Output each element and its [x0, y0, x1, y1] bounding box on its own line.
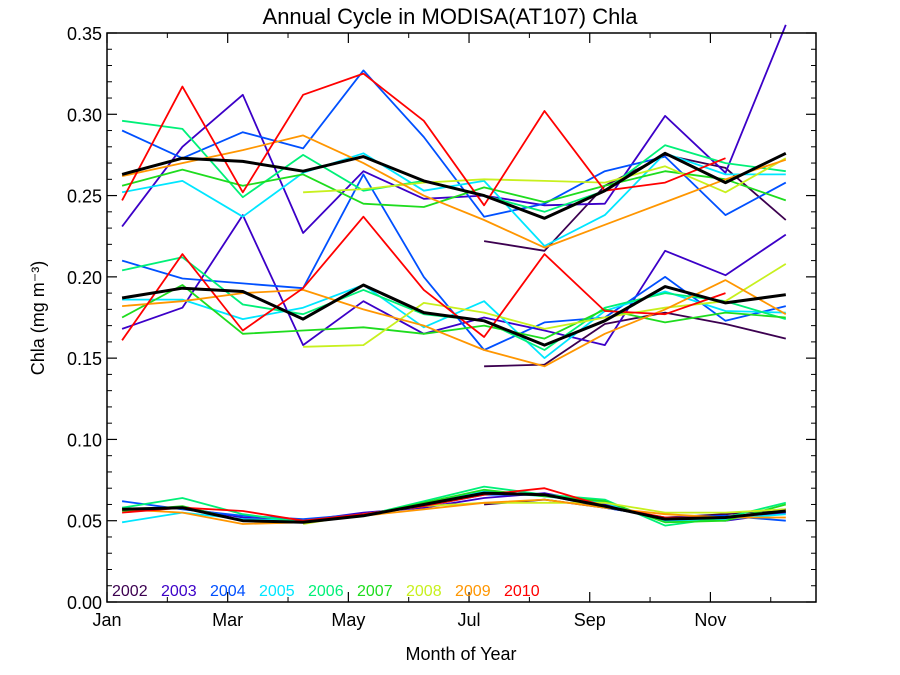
- series-line-2002-middle: [484, 311, 787, 368]
- legend-entry-2007: 2007: [357, 583, 393, 600]
- mean-line-lower: [122, 491, 786, 524]
- legend: 2002 2003 2004 2005 2006 2007 2008 2009 2010: [112, 583, 540, 600]
- x-tick-label: Jul: [458, 610, 481, 630]
- series-line-2010-upper: [121, 72, 726, 207]
- legend-entry-2002: 2002: [112, 583, 148, 600]
- x-tick-label: Sep: [574, 610, 606, 630]
- y-tick-label: 0.05: [67, 512, 102, 532]
- x-tick-label: May: [331, 610, 365, 630]
- series-line-2009-upper: [121, 134, 787, 249]
- series-line-2004-upper: [121, 69, 787, 218]
- x-axis-ticks: Jan Mar May Jul Sep Nov: [92, 33, 772, 630]
- series-line-2003-middle: [121, 214, 787, 346]
- legend-entry-2005: 2005: [259, 583, 295, 600]
- legend-entry-2010: 2010: [504, 583, 540, 600]
- x-tick-label: Mar: [212, 610, 243, 630]
- y-tick-label: 0.30: [67, 105, 102, 125]
- series-line-2008-middle: [303, 263, 787, 348]
- y-axis-ticks: 0.00 0.05 0.10 0.15 0.20 0.25 0.30 0.35: [67, 24, 816, 613]
- legend-entry-2008: 2008: [406, 583, 442, 600]
- y-tick-label: 0.00: [67, 593, 102, 613]
- series-lines: [121, 24, 787, 527]
- series-line-2010-middle: [121, 215, 726, 341]
- series-line-2007-middle: [121, 284, 786, 340]
- series-line-2009-middle: [122, 279, 787, 368]
- x-axis-label: Month of Year: [405, 644, 516, 664]
- y-tick-label: 0.25: [67, 187, 102, 207]
- legend-entry-2004: 2004: [210, 583, 246, 600]
- mean-line-middle: [121, 283, 787, 347]
- y-tick-label: 0.35: [67, 24, 102, 44]
- x-tick-label: Nov: [694, 610, 726, 630]
- legend-entry-2006: 2006: [308, 583, 344, 600]
- legend-entry-2003: 2003: [161, 583, 197, 600]
- chart-title: Annual Cycle in MODISA(AT107) Chla: [263, 4, 639, 29]
- series-line-2007-upper: [121, 168, 787, 208]
- x-tick-label: Jan: [92, 610, 121, 630]
- series-line-2008-upper: [303, 157, 787, 194]
- series-line-2006-lower: [121, 485, 787, 527]
- series-line-2009-lower: [122, 498, 786, 525]
- y-tick-label: 0.20: [67, 268, 102, 288]
- axes: [106, 32, 817, 603]
- y-axis-label: Chla (mg m⁻³): [28, 261, 48, 376]
- y-tick-label: 0.15: [67, 349, 102, 369]
- y-tick-label: 0.10: [67, 430, 102, 450]
- plot-frame: [106, 32, 817, 603]
- legend-entry-2009: 2009: [455, 583, 491, 600]
- mean-line-upper: [121, 151, 787, 220]
